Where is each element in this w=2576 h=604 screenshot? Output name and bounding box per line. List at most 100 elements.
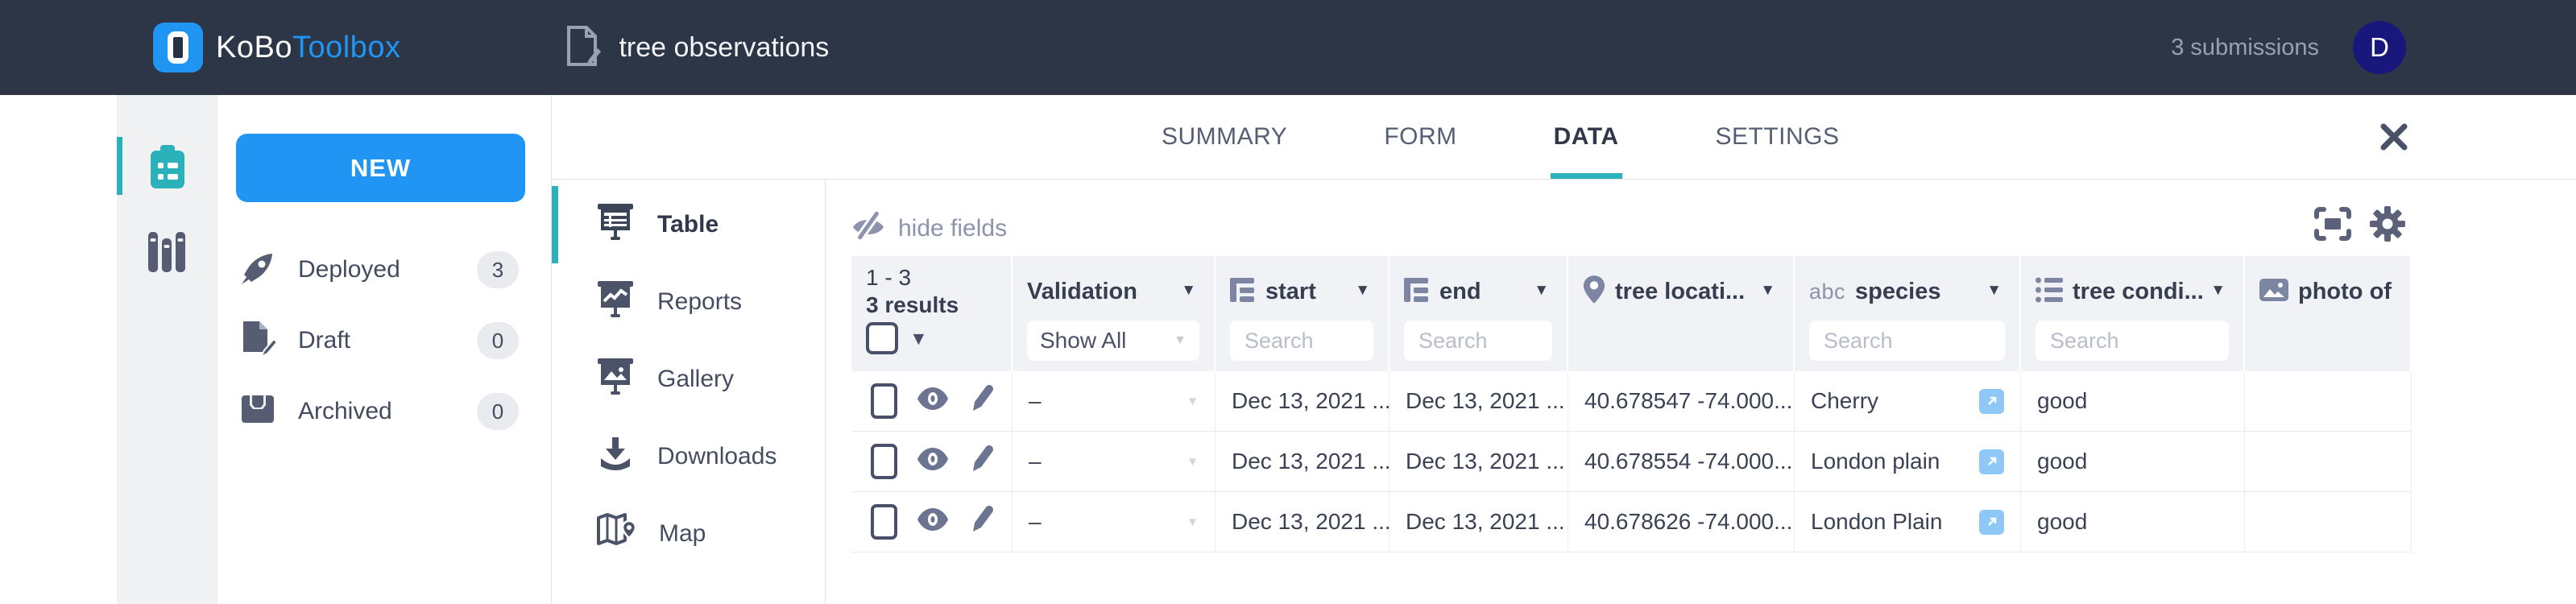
view-submission-eye-icon[interactable] <box>917 446 949 478</box>
table-row: – ▼ Dec 13, 2021 ... Dec 13, 2021 ... 40… <box>851 371 2412 432</box>
data-nav-map[interactable]: Map <box>552 495 825 573</box>
species-value: London Plain <box>1811 509 1943 534</box>
open-link-icon[interactable] <box>1979 449 2004 474</box>
end-cell: Dec 13, 2021 ... <box>1389 371 1568 431</box>
pagination: 1 - 3 3 results <box>866 256 996 319</box>
projects-panel: NEW Deployed 3 <box>217 95 552 604</box>
validation-filter-dropdown[interactable]: Show All ▼ <box>1027 321 1199 361</box>
validation-value: – <box>1029 449 1042 474</box>
brand-toolbox: Toolbox <box>292 30 401 64</box>
row-select-cell <box>851 371 1013 431</box>
table-row: – ▼ Dec 13, 2021 ... Dec 13, 2021 ... 40… <box>851 432 2412 492</box>
status-badge: 3 <box>477 251 519 288</box>
project-head: tree observations <box>565 25 829 71</box>
data-nav-label: Downloads <box>657 443 777 470</box>
data-nav-reports[interactable]: Reports <box>552 263 825 341</box>
projects-clipboard-icon[interactable] <box>149 145 186 190</box>
image-type-icon <box>2259 278 2288 305</box>
edit-submission-pencil-icon[interactable] <box>968 445 996 479</box>
tab-form[interactable]: FORM <box>1384 123 1457 150</box>
topbar: KoBoToolbox tree observations 3 submissi… <box>0 0 2576 95</box>
select-list-icon <box>2036 277 2063 307</box>
sidebar-item-archived[interactable]: Archived 0 <box>236 376 551 447</box>
open-link-icon[interactable] <box>1979 509 2004 535</box>
column-label: end <box>1439 278 1481 304</box>
rocket-icon <box>240 250 275 290</box>
chevron-down-icon: ▼ <box>1187 515 1199 529</box>
gear-icon[interactable] <box>2369 205 2406 242</box>
table-toolbar: hide fields <box>851 180 2576 256</box>
sort-caret-icon[interactable]: ▼ <box>1760 282 1775 299</box>
search-input[interactable] <box>1404 321 1552 361</box>
reports-icon <box>596 279 635 325</box>
chevron-down-icon: ▼ <box>1187 394 1199 408</box>
row-checkbox[interactable] <box>871 444 897 479</box>
search-input[interactable] <box>1230 321 1373 361</box>
bulk-actions-caret-icon[interactable]: ▼ <box>909 327 928 349</box>
location-pin-icon <box>1583 275 1605 309</box>
kobo-logo[interactable]: KoBoToolbox <box>153 23 400 72</box>
data-view-nav: Table Reports <box>552 180 826 604</box>
sidebar-item-label: Deployed <box>298 256 400 283</box>
search-input[interactable] <box>1809 321 2005 361</box>
search-input[interactable] <box>2036 321 2229 361</box>
new-project-button[interactable]: NEW <box>236 134 525 202</box>
validation-cell[interactable]: – ▼ <box>1013 492 1216 552</box>
archive-icon <box>240 394 275 430</box>
col-tree-condition: tree condi... ▼ <box>2021 256 2245 371</box>
open-link-icon[interactable] <box>1979 388 2004 414</box>
page-title: tree observations <box>619 31 830 63</box>
edit-submission-pencil-icon[interactable] <box>968 384 996 419</box>
row-select-cell <box>851 432 1013 491</box>
photo-cell <box>2245 432 2412 491</box>
table-body: – ▼ Dec 13, 2021 ... Dec 13, 2021 ... 40… <box>851 371 2412 552</box>
brand-text: KoBoToolbox <box>216 31 400 65</box>
row-checkbox[interactable] <box>871 504 897 540</box>
col-validation: Validation ▼ Show All ▼ <box>1013 256 1216 371</box>
close-icon[interactable] <box>2378 121 2410 153</box>
view-submission-eye-icon[interactable] <box>917 507 949 538</box>
species-value: Cherry <box>1811 388 1879 413</box>
expand-table-icon[interactable] <box>2314 205 2351 242</box>
status-badge: 0 <box>477 322 519 359</box>
data-nav-label: Map <box>659 520 706 547</box>
library-icon[interactable] <box>147 229 187 275</box>
row-checkbox[interactable] <box>871 383 897 419</box>
sort-caret-icon[interactable]: ▼ <box>1534 282 1549 299</box>
map-icon <box>596 511 637 556</box>
end-cell: Dec 13, 2021 ... <box>1389 432 1568 491</box>
sidebar-item-label: Archived <box>298 398 392 424</box>
edit-submission-pencil-icon[interactable] <box>968 505 996 540</box>
downloads-icon <box>596 434 635 479</box>
location-cell: 40.678547 -74.000... <box>1568 371 1795 431</box>
tab-data[interactable]: DATA <box>1550 95 1622 179</box>
avatar[interactable]: D <box>2353 21 2406 74</box>
sort-caret-icon[interactable]: ▼ <box>2210 282 2226 299</box>
select-all-checkbox[interactable] <box>866 322 898 354</box>
col-start: start ▼ <box>1216 256 1389 371</box>
sidebar-item-deployed[interactable]: Deployed 3 <box>236 234 551 305</box>
app-shell: NEW Deployed 3 <box>0 95 2576 604</box>
datetime-icon <box>1230 276 1256 308</box>
validation-cell[interactable]: – ▼ <box>1013 432 1216 491</box>
data-nav-table[interactable]: Table <box>552 186 825 263</box>
species-cell: London plain <box>1795 432 2021 491</box>
status-badge: 0 <box>477 393 519 430</box>
data-nav-downloads[interactable]: Downloads <box>552 418 825 495</box>
data-nav-gallery[interactable]: Gallery <box>552 341 825 418</box>
sort-caret-icon[interactable]: ▼ <box>1181 282 1196 299</box>
validation-cell[interactable]: – ▼ <box>1013 371 1216 431</box>
sort-caret-icon[interactable]: ▼ <box>1355 282 1370 299</box>
document-edit-icon <box>565 25 603 71</box>
view-submission-eye-icon[interactable] <box>917 386 949 417</box>
sort-caret-icon[interactable]: ▼ <box>1986 282 2002 299</box>
col-select: 1 - 3 3 results ▼ <box>851 256 1013 371</box>
submissions-table: 1 - 3 3 results ▼ Validation ▼ <box>851 256 2412 552</box>
toolbar-right <box>2314 205 2406 242</box>
sidebar-item-draft[interactable]: Draft 0 <box>236 305 551 376</box>
tab-summary[interactable]: SUMMARY <box>1162 123 1288 150</box>
column-label: tree locati... <box>1615 278 1746 304</box>
hide-fields-button[interactable]: hide fields <box>851 209 1007 246</box>
column-label: start <box>1265 278 1316 304</box>
tab-settings[interactable]: SETTINGS <box>1715 123 1840 150</box>
